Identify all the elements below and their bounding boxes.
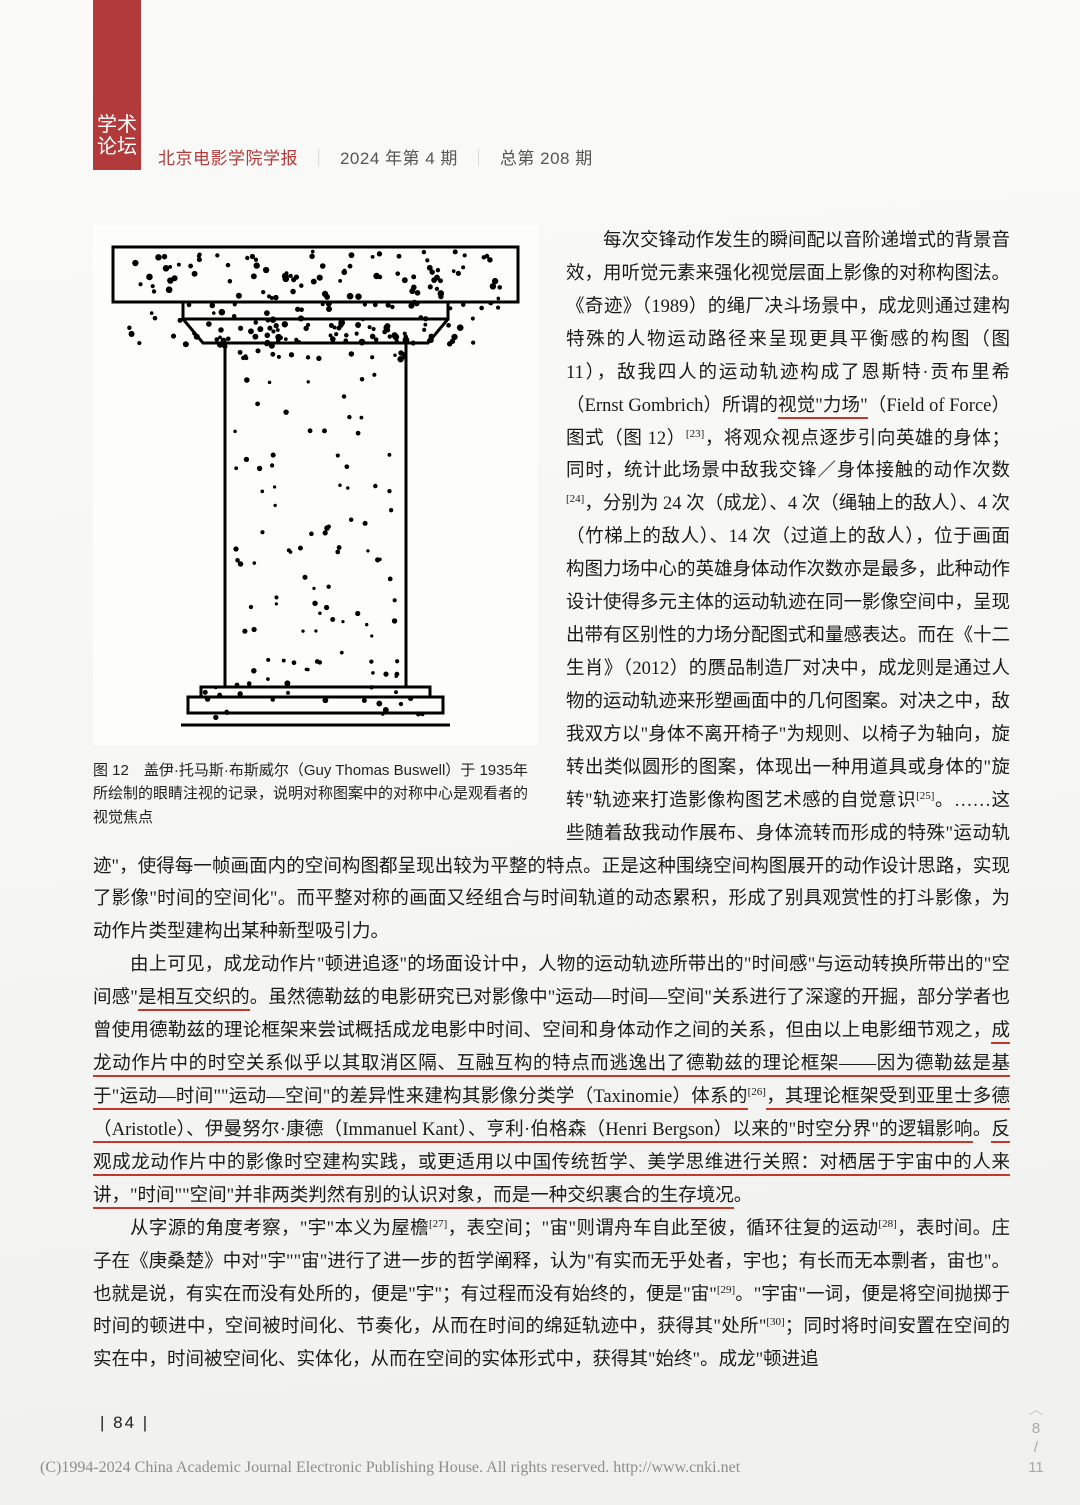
paragraph-3: 从字源的角度考察，"宇"本义为屋檐[27]，表空间；"宙"则谓舟车自此至彼，循环…: [93, 1213, 1010, 1378]
figure-image: [93, 225, 538, 745]
figure-caption: 图 12 盖伊·托马斯·布斯威尔（Guy Thomas Buswell）于 19…: [93, 759, 538, 829]
page: 学术 论坛 北京电影学院学报 ｜ 2024 年第 4 期 ｜ 总第 208 期: [0, 0, 1080, 1505]
copyright-footer: (C)1994-2024 China Academic Journal Elec…: [40, 1459, 740, 1477]
content-area: 图 12 盖伊·托马斯·布斯威尔（Guy Thomas Buswell）于 19…: [93, 225, 1010, 1377]
running-header: 北京电影学院学报 ｜ 2024 年第 4 期 ｜ 总第 208 期: [158, 144, 593, 169]
tab-line2: 论坛: [97, 136, 137, 158]
page-indicator[interactable]: ︿ 8 / 11: [1016, 1400, 1056, 1477]
indicator-slash: /: [1016, 1438, 1056, 1458]
paragraph-2: 由上可见，成龙动作片"顿进追逐"的场面设计中，人物的运动轨迹所带出的"时间感"与…: [93, 949, 1010, 1212]
underline: 是相互交织的: [138, 988, 250, 1011]
journal-name: 北京电影学院学报: [158, 149, 298, 168]
chevron-up-icon[interactable]: ︿: [1016, 1400, 1056, 1418]
separator: ｜: [310, 149, 328, 168]
current-page: 8: [1016, 1419, 1056, 1439]
total-pages: 11: [1016, 1458, 1056, 1478]
underline: 视觉"力场": [778, 396, 868, 419]
tab-line1: 学术: [97, 114, 137, 136]
section-tab: 学术 论坛: [93, 0, 141, 170]
figure-12: 图 12 盖伊·托马斯·布斯威尔（Guy Thomas Buswell）于 19…: [93, 225, 538, 829]
issue-number: 2024 年第 4 期: [340, 149, 458, 168]
page-number: | 84 |: [100, 1413, 149, 1433]
total-issue: 总第 208 期: [500, 149, 593, 168]
separator: ｜: [470, 149, 488, 168]
